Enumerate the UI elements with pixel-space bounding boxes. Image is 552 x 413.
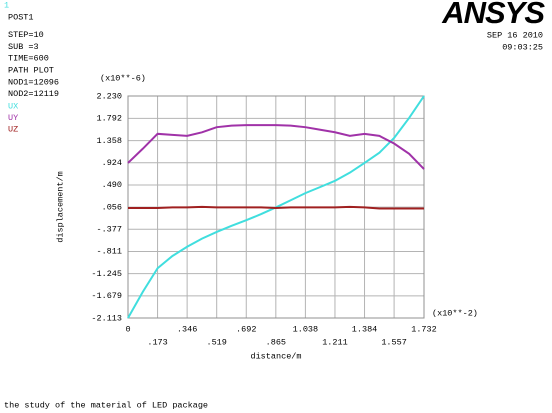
x-tick-label: 1.211 [322,337,348,347]
x-tick-label: 1.384 [352,324,378,334]
x-tick-label: .173 [147,337,167,347]
x-tick-label: .692 [236,324,256,334]
info-line: TIME=600 [8,54,49,64]
x-tick-label: 1.038 [293,324,319,334]
x-tick-label: .865 [266,337,286,347]
info-line: SUB =3 [8,42,39,52]
time: 09:03:25 [502,42,543,52]
logo: ANSYS [441,0,545,30]
info-line: NOD1=12096 [8,77,59,87]
y-tick-label: .490 [102,180,122,190]
info-line: NOD2=12119 [8,89,59,99]
y-tick-label: .056 [102,202,122,212]
y-tick-label: -2.113 [91,313,122,323]
x-tick-label: .346 [177,324,197,334]
y-tick-label: -1.679 [91,291,122,301]
legend-label: UY [8,113,18,123]
y-multiplier: (x10**-6) [100,73,146,83]
y-tick-label: .924 [102,158,122,168]
x-tick-label: 1.557 [381,337,407,347]
x-multiplier: (x10**-2) [432,308,478,318]
legend-label: UZ [8,124,18,134]
info-line: STEP=10 [8,30,44,40]
date: SEP 16 2010 [487,30,543,40]
info-line: POST1 [8,12,34,22]
y-tick-label: 1.358 [96,136,122,146]
data-line [127,124,425,170]
x-tick-label: .519 [206,337,226,347]
y-tick-label: -.811 [96,247,122,257]
x-tick-label: 1.732 [411,324,437,334]
y-axis-title: displacement/m [55,171,65,242]
x-axis-title: distance/m [250,351,301,361]
y-tick-label: 1.792 [96,114,122,124]
window-number: 1 [4,0,9,10]
x-tick-label: 0 [125,324,130,334]
y-tick-label: 2.230 [96,91,122,101]
y-tick-label: -1.245 [91,269,122,279]
legend-label: UX [8,101,18,111]
y-tick-label: -.377 [96,225,122,235]
info-line: PATH PLOT [8,65,54,75]
caption: the study of the material of LED package [4,400,208,410]
data-line [128,205,424,210]
